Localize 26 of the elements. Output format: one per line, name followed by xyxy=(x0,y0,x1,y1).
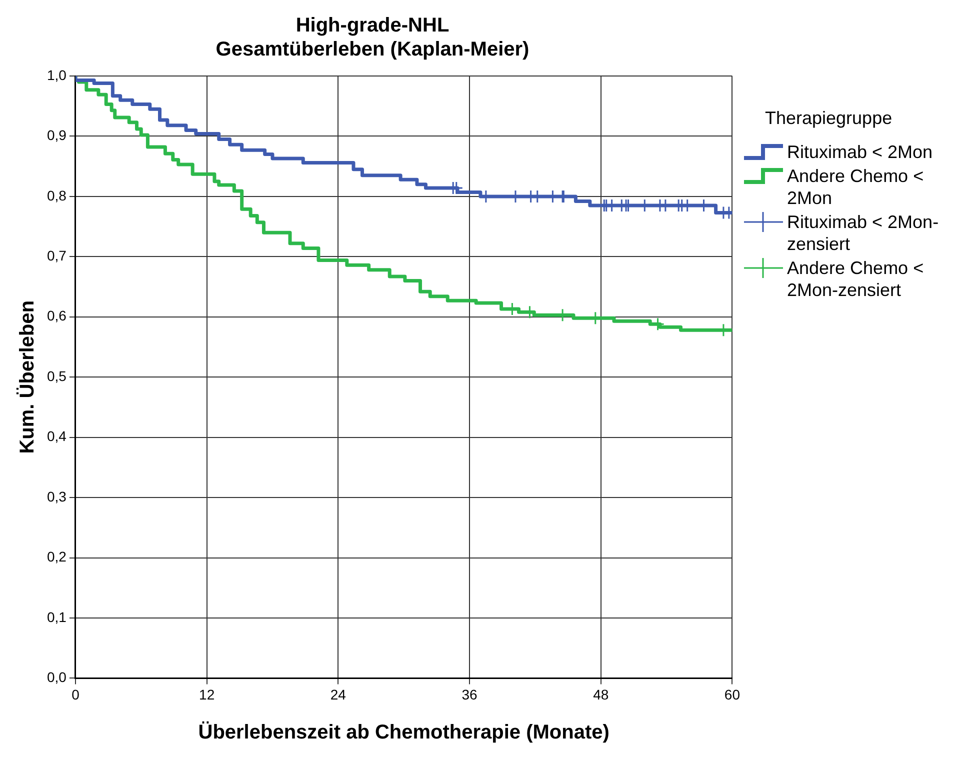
legend-title: Therapiegruppe xyxy=(765,108,894,129)
y-tick-label: 0,9 xyxy=(46,127,67,144)
y-tick-label: 0,6 xyxy=(46,308,67,324)
y-tick-label: 0,0 xyxy=(46,669,67,686)
legend-label: Andere Chemo < 2Mon-zensiert xyxy=(787,257,925,301)
y-tick-label: 0,4 xyxy=(46,428,67,444)
legend-label: Rituximab < 2Mon-zensiert xyxy=(787,211,940,255)
x-tick-label: 48 xyxy=(593,686,609,702)
chart-title: High-grade-NHL xyxy=(296,14,450,37)
legend-label: Andere Chemo < 2Mon xyxy=(787,165,925,209)
y-tick-label: 0,7 xyxy=(46,248,67,264)
y-axis-title: Kum. Überleben xyxy=(16,300,39,454)
x-tick-label: 12 xyxy=(199,686,215,702)
chart-subtitle: Gesamtüberleben (Kaplan-Meier) xyxy=(216,38,530,61)
x-tick-label: 60 xyxy=(724,686,740,702)
x-tick-label: 24 xyxy=(330,686,346,702)
x-axis-title: Überlebenszeit ab Chemotherapie (Monate) xyxy=(198,720,610,744)
y-tick-label: 0,2 xyxy=(46,548,67,565)
x-tick-label: 36 xyxy=(462,686,478,702)
x-tick-label: 0 xyxy=(72,686,80,702)
y-tick-label: 0,3 xyxy=(46,488,67,504)
y-tick-label: 0,5 xyxy=(46,368,67,384)
y-tick-label: 0,1 xyxy=(46,608,67,625)
legend-label: Rituximab < 2Mon xyxy=(787,141,933,163)
y-tick-label: 1,0 xyxy=(46,66,67,83)
y-tick-label: 0,8 xyxy=(46,187,67,204)
